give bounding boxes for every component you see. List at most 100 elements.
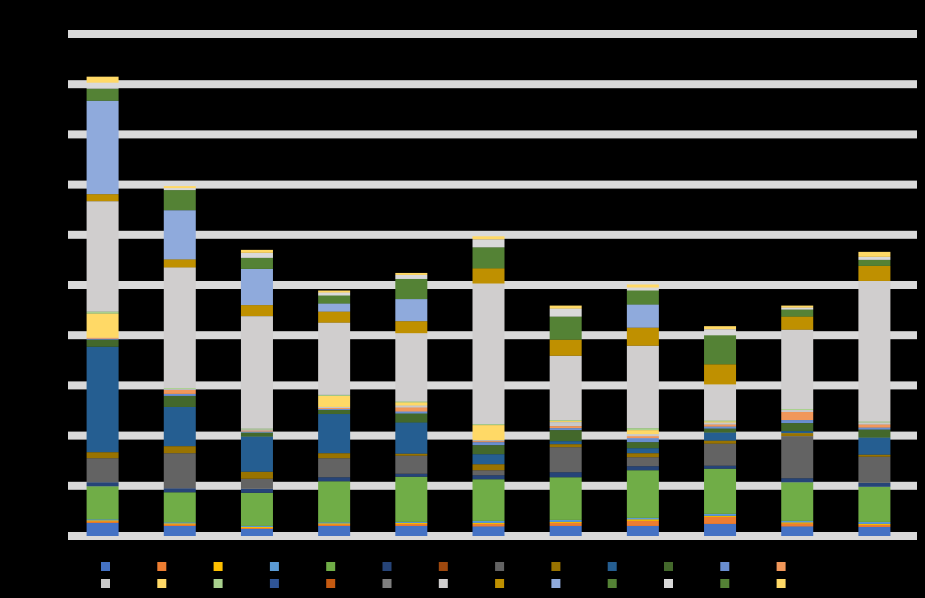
bar-segment	[472, 445, 505, 455]
bar-segment	[395, 402, 428, 406]
bar-segment	[86, 313, 119, 338]
bar-segment	[626, 525, 659, 536]
bar-segment	[704, 422, 737, 425]
bar-segment	[626, 466, 659, 471]
bar-segment	[86, 486, 119, 520]
bar-segment	[395, 523, 428, 526]
bar-segment	[858, 424, 891, 428]
bar-segment	[86, 311, 119, 314]
bar-segment	[626, 428, 659, 431]
bar-segment	[781, 478, 814, 483]
bar-segment	[395, 278, 428, 300]
bar-segment	[395, 522, 428, 524]
bar-segment	[163, 389, 196, 394]
bar-segment	[704, 326, 737, 330]
bar-segment	[704, 421, 737, 423]
bar-segment	[86, 88, 119, 101]
bar-segment	[858, 259, 891, 266]
legend-swatch	[326, 562, 336, 571]
bar-segment	[86, 339, 119, 347]
bar-segment	[704, 428, 737, 433]
bar-segment	[240, 525, 273, 527]
bar-segment	[704, 420, 737, 422]
bar-segment	[395, 422, 428, 454]
bar-segment	[86, 100, 119, 195]
bar-segment	[704, 329, 737, 336]
bar-segment	[781, 305, 814, 308]
bar-segment	[858, 422, 891, 425]
legend-swatch	[157, 562, 167, 571]
bar-segment	[704, 440, 737, 444]
bar-segment	[472, 526, 505, 536]
bar-segment	[704, 364, 737, 385]
bar-segment	[472, 442, 505, 446]
bar-segment	[626, 453, 659, 458]
bar-stack	[395, 272, 428, 536]
bar-segment	[318, 290, 351, 293]
legend-swatch	[720, 579, 730, 588]
bar-segment	[240, 252, 273, 258]
bar-segment	[858, 523, 891, 525]
bar-segment	[395, 405, 428, 408]
bar-segment	[318, 409, 351, 415]
bar-segment	[781, 307, 814, 310]
bar-segment	[318, 408, 351, 410]
bar-segment	[781, 431, 814, 434]
bar-stack	[858, 251, 891, 536]
bar-segment	[472, 464, 505, 471]
bar-segment	[626, 345, 659, 429]
bar-segment	[86, 521, 119, 523]
bar-segment	[704, 515, 737, 517]
bar-segment	[318, 523, 351, 525]
bar-segment	[318, 322, 351, 395]
bar-segment	[858, 421, 891, 423]
bar-segment	[626, 519, 659, 521]
bar-segment	[626, 304, 659, 328]
gridline	[68, 130, 917, 139]
bar-segment	[472, 479, 505, 521]
bar-segment	[549, 316, 582, 340]
bar-segment	[472, 454, 505, 465]
legend-swatch	[776, 562, 786, 571]
bar-segment	[626, 448, 659, 454]
bar-segment	[858, 265, 891, 281]
bar-segment	[395, 476, 428, 522]
bar-segment	[549, 355, 582, 421]
gridline	[68, 80, 917, 89]
bar-segment	[704, 424, 737, 427]
bar-segment	[318, 458, 351, 478]
bar-segment	[163, 446, 196, 454]
bar-segment	[781, 408, 814, 410]
bar-segment	[549, 525, 582, 536]
bar-segment	[86, 346, 119, 453]
bar-segment	[549, 441, 582, 445]
bar-segment	[549, 339, 582, 356]
bar-segment	[781, 309, 814, 317]
bar-segment	[318, 525, 351, 536]
bar-segment	[704, 384, 737, 421]
bar-segment	[163, 388, 196, 390]
bar-segment	[472, 522, 505, 524]
bar-segment	[858, 280, 891, 422]
bar-stack	[240, 249, 273, 536]
bar-segment	[549, 472, 582, 478]
bar-segment	[781, 409, 814, 413]
bar-segment	[395, 413, 428, 423]
bar-segment	[704, 468, 737, 514]
bar-segment	[549, 447, 582, 473]
bar-segment	[163, 259, 196, 268]
bar-segment	[781, 482, 814, 521]
bar-segment	[318, 303, 351, 312]
bar-segment	[86, 201, 119, 312]
bar-segment	[549, 426, 582, 429]
bar-segment	[395, 453, 428, 456]
bar-segment	[240, 257, 273, 269]
legend-swatch	[720, 562, 730, 571]
bar-segment	[318, 477, 351, 482]
bar-segment	[395, 473, 428, 477]
legend-swatch	[551, 562, 561, 571]
bar-segment	[318, 295, 351, 304]
bar-segment	[858, 482, 891, 487]
bar-segment	[626, 517, 659, 520]
